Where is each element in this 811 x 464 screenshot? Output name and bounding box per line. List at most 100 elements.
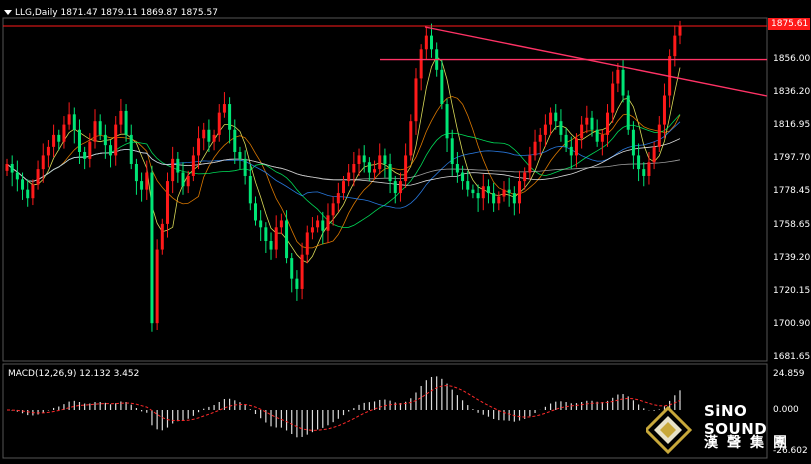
candle-body	[637, 155, 641, 170]
candle-body	[486, 186, 490, 194]
candle-body	[222, 104, 226, 113]
brand-name: SiNO SOUND	[704, 402, 768, 438]
candle-body	[93, 121, 97, 142]
price-tick-label: 1797.70	[773, 153, 811, 164]
candle-body	[543, 124, 547, 135]
candle-body	[140, 181, 144, 190]
candle-body	[217, 112, 221, 135]
candle-body	[36, 169, 40, 185]
candle-body	[191, 155, 195, 176]
candle-body	[316, 220, 320, 228]
macd-header: MACD(12,26,9) 12.132 3.452	[8, 369, 140, 379]
candle-body	[455, 163, 459, 173]
candle-body	[518, 181, 522, 204]
candle-body	[5, 163, 9, 171]
candle-body	[145, 172, 149, 190]
candle-body	[26, 189, 30, 199]
candle-body	[538, 134, 542, 142]
current-price-tag: 1875.61	[768, 18, 810, 30]
candle-body	[652, 146, 656, 163]
candle-body	[21, 179, 25, 190]
macd-tick-label: 0.000	[773, 405, 799, 415]
candle-body	[471, 189, 475, 194]
macd-panel-frame	[2, 363, 768, 459]
price-panel-frame	[2, 17, 768, 362]
candle-body	[367, 162, 371, 173]
candle-body	[611, 83, 615, 113]
sino-sound-logo-icon	[646, 405, 693, 455]
candle-body	[554, 112, 558, 122]
candle-body	[606, 112, 610, 135]
candle-body	[450, 138, 454, 164]
candle-body	[569, 146, 573, 156]
candle-body	[352, 163, 356, 173]
candle-body	[590, 117, 594, 130]
candle-body	[46, 146, 50, 156]
candle-body	[678, 26, 682, 36]
candle-body	[83, 151, 87, 159]
candle-body	[109, 145, 113, 156]
candle-body	[202, 129, 206, 139]
price-tick-label: 1778.45	[773, 186, 811, 197]
candle-body	[585, 117, 589, 125]
candle-body	[481, 186, 485, 199]
candle-body	[461, 172, 465, 182]
candle-body	[253, 203, 257, 221]
price-tick-label: 1836.20	[773, 87, 811, 98]
candle-body	[129, 134, 133, 164]
candle-body	[228, 104, 232, 130]
candle-body	[238, 151, 242, 159]
candle-body	[274, 227, 278, 250]
moving-average-line	[6, 55, 681, 264]
moving-average-line	[6, 114, 681, 228]
candle-body	[342, 181, 345, 194]
candle-body	[52, 134, 56, 147]
candle-body	[419, 49, 423, 79]
candle-body	[160, 223, 164, 250]
candle-body	[616, 69, 620, 84]
candle-body	[476, 193, 480, 199]
candle-body	[647, 162, 651, 176]
price-tick-label: 1739.20	[773, 253, 811, 264]
candle-body	[181, 172, 185, 187]
candle-body	[207, 129, 211, 142]
macd-tick-label: 24.859	[773, 369, 805, 379]
candle-body	[662, 95, 666, 125]
candle-body	[295, 278, 299, 289]
candle-body	[279, 220, 283, 228]
candle-body	[259, 220, 263, 228]
candle-body	[528, 155, 532, 173]
candle-body	[502, 189, 506, 197]
candle-body	[176, 158, 180, 173]
candle-body	[88, 141, 92, 159]
dropdown-triangle-icon[interactable]	[4, 10, 12, 15]
candle-body	[103, 134, 107, 146]
candle-body	[631, 129, 635, 156]
candle-body	[62, 124, 66, 142]
candle-body	[424, 35, 428, 50]
candle-body	[440, 69, 444, 105]
candle-body	[212, 134, 216, 142]
trend-line	[424, 26, 768, 97]
candle-body	[549, 112, 553, 125]
macd-signal-line	[6, 384, 681, 431]
macd-tick-label: -26.602	[773, 446, 808, 456]
candle-body	[595, 129, 599, 142]
candle-body	[580, 124, 584, 139]
candle-body	[362, 155, 366, 163]
symbol-ohlc-label: LLG,Daily 1871.47 1879.11 1869.87 1875.5…	[15, 8, 218, 18]
candle-body	[621, 69, 625, 96]
candle-body	[626, 95, 630, 130]
candle-body	[336, 193, 340, 204]
candle-body	[398, 181, 402, 194]
candle-body	[378, 155, 382, 170]
candle-body	[321, 220, 325, 231]
candle-body	[657, 124, 661, 147]
candle-body	[31, 184, 35, 199]
candle-body	[326, 215, 330, 231]
candle-body	[409, 121, 413, 156]
candle-body	[300, 254, 304, 289]
candle-body	[77, 129, 81, 152]
